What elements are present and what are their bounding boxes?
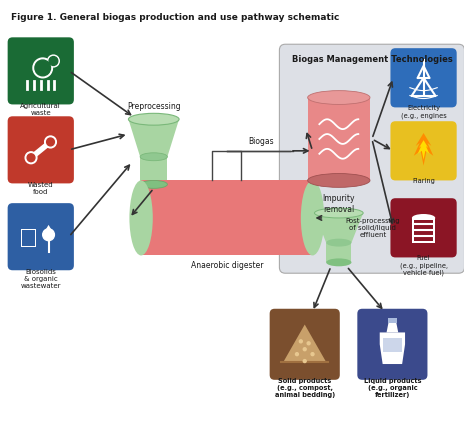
FancyBboxPatch shape (8, 203, 74, 270)
Circle shape (46, 138, 55, 146)
FancyBboxPatch shape (391, 121, 456, 181)
Polygon shape (414, 133, 433, 166)
Bar (22, 230, 35, 246)
Ellipse shape (140, 153, 167, 160)
Text: Electricity
(e.g., engines: Electricity (e.g., engines (401, 105, 447, 119)
Circle shape (303, 348, 306, 351)
Bar (308, 98, 370, 181)
Ellipse shape (301, 181, 324, 256)
Polygon shape (418, 140, 429, 160)
Ellipse shape (326, 239, 352, 247)
FancyBboxPatch shape (8, 116, 74, 184)
Polygon shape (387, 323, 398, 333)
Ellipse shape (308, 91, 370, 104)
Ellipse shape (412, 214, 435, 222)
FancyBboxPatch shape (270, 309, 340, 380)
Polygon shape (43, 225, 55, 235)
Circle shape (303, 360, 306, 363)
Text: Biogas Management Technologies: Biogas Management Technologies (292, 55, 452, 64)
Circle shape (47, 55, 59, 67)
Circle shape (311, 353, 314, 356)
Polygon shape (283, 324, 326, 362)
Circle shape (307, 342, 310, 345)
Circle shape (35, 60, 51, 76)
Text: Anaerobic digester: Anaerobic digester (191, 262, 263, 270)
Ellipse shape (326, 259, 352, 266)
FancyBboxPatch shape (391, 48, 456, 107)
Ellipse shape (308, 173, 370, 187)
Polygon shape (128, 119, 179, 157)
Polygon shape (412, 218, 435, 243)
Bar (140, 157, 167, 184)
Circle shape (45, 136, 56, 148)
Circle shape (25, 152, 37, 163)
Ellipse shape (128, 113, 179, 125)
Text: Preprocessing: Preprocessing (127, 102, 181, 111)
Polygon shape (380, 333, 405, 364)
Polygon shape (314, 213, 363, 243)
Polygon shape (414, 220, 433, 241)
Text: Biogas: Biogas (248, 137, 273, 146)
Ellipse shape (140, 181, 167, 188)
Text: Agricultural
waste: Agricultural waste (20, 104, 61, 116)
Circle shape (43, 229, 55, 241)
Text: Wasted
food: Wasted food (28, 182, 54, 196)
FancyBboxPatch shape (391, 198, 456, 257)
Text: Biosolids
& organic
wastewater: Biosolids & organic wastewater (20, 269, 61, 289)
Text: Liquid products
(e.g., organic
fertilizer): Liquid products (e.g., organic fertilize… (364, 378, 421, 398)
Circle shape (300, 340, 302, 343)
Bar (388, 318, 397, 323)
Ellipse shape (129, 181, 153, 256)
Bar (141, 181, 312, 256)
Bar (21, 229, 36, 247)
Circle shape (295, 353, 299, 356)
Circle shape (27, 154, 35, 162)
Text: Fuel
(e.g., pipeline,
vehicle fuel): Fuel (e.g., pipeline, vehicle fuel) (400, 256, 447, 276)
Text: Flaring: Flaring (412, 178, 435, 184)
FancyBboxPatch shape (357, 309, 428, 380)
Circle shape (49, 56, 58, 65)
Text: Impurity
removal: Impurity removal (323, 194, 355, 214)
Bar (326, 243, 352, 262)
Text: Solid products
(e.g., compost,
animal bedding): Solid products (e.g., compost, animal be… (274, 378, 335, 398)
FancyBboxPatch shape (279, 44, 465, 273)
Text: Post-processing
of solid/liquid
effluent: Post-processing of solid/liquid effluent (346, 218, 400, 238)
Bar (383, 339, 402, 352)
FancyBboxPatch shape (8, 37, 74, 104)
Text: Figure 1. General biogas production and use pathway schematic: Figure 1. General biogas production and … (10, 13, 339, 22)
Ellipse shape (314, 208, 363, 218)
Circle shape (33, 58, 53, 78)
